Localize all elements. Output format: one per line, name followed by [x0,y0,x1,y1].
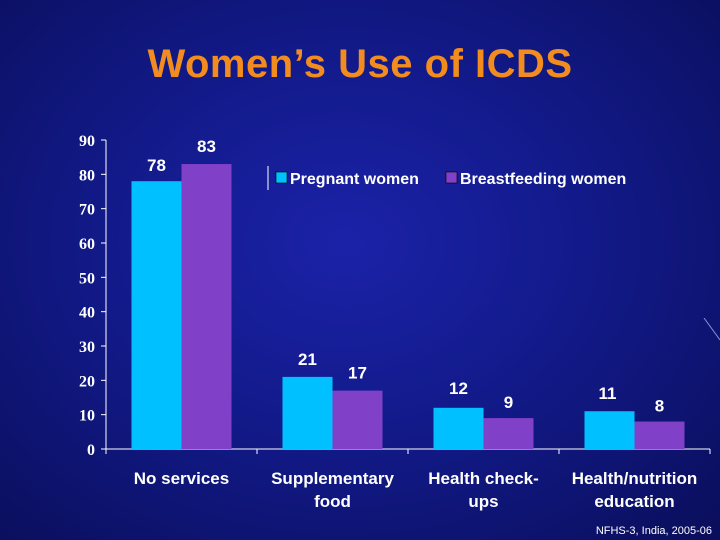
y-tick-label: 40 [79,305,95,322]
x-category-label: education [594,492,674,511]
labels-layer: 0 10 20 30 40 50 60 70 80 90 78 83 No services 21 17 Su… [79,133,697,511]
data-label: 8 [655,397,664,416]
legend-label: Breastfeeding women [460,171,626,188]
data-label: 83 [197,137,216,156]
legend-swatch [445,171,458,184]
bar-pregnant [584,411,635,449]
data-label: 11 [599,384,617,403]
x-category-label: Health/nutrition [572,469,698,488]
x-category-label: Supplementary [271,469,394,488]
slide-title: Women’s Use of ICDS [147,42,573,86]
y-tick-label: 0 [87,442,95,459]
legend-label: Pregnant women [290,171,419,188]
data-label: 17 [348,364,367,383]
data-label: 21 [298,350,317,369]
bar-breastfeeding [634,421,685,449]
x-category-label: food [314,492,351,511]
bar-pregnant [282,376,333,449]
data-label: 9 [504,393,513,412]
bars-layer [131,164,685,450]
legend-swatch [275,171,288,184]
decorative-line [703,318,720,341]
bar-pregnant [131,181,182,449]
y-tick-label: 30 [79,339,95,356]
y-tick-label: 90 [79,133,95,150]
y-tick-label: 70 [79,202,95,219]
y-tick-label: 10 [79,408,95,425]
x-category-label: Health check- [428,469,539,488]
bar-pregnant [433,407,484,449]
legend: Pregnant women Breastfeeding women [267,166,626,190]
x-category-label: No services [134,469,229,488]
y-tick-label: 20 [79,373,95,390]
y-tick-label: 50 [79,270,95,287]
x-category-label: ups [468,492,498,511]
source-note: NFHS-3, India, 2005-06 [595,525,712,537]
data-label: 78 [147,156,166,175]
y-tick-label: 80 [79,167,95,184]
data-label: 12 [449,379,468,398]
bar-breastfeeding [483,418,534,449]
bar-breastfeeding [181,164,232,450]
bar-breastfeeding [332,390,383,449]
y-tick-label: 60 [79,236,95,253]
